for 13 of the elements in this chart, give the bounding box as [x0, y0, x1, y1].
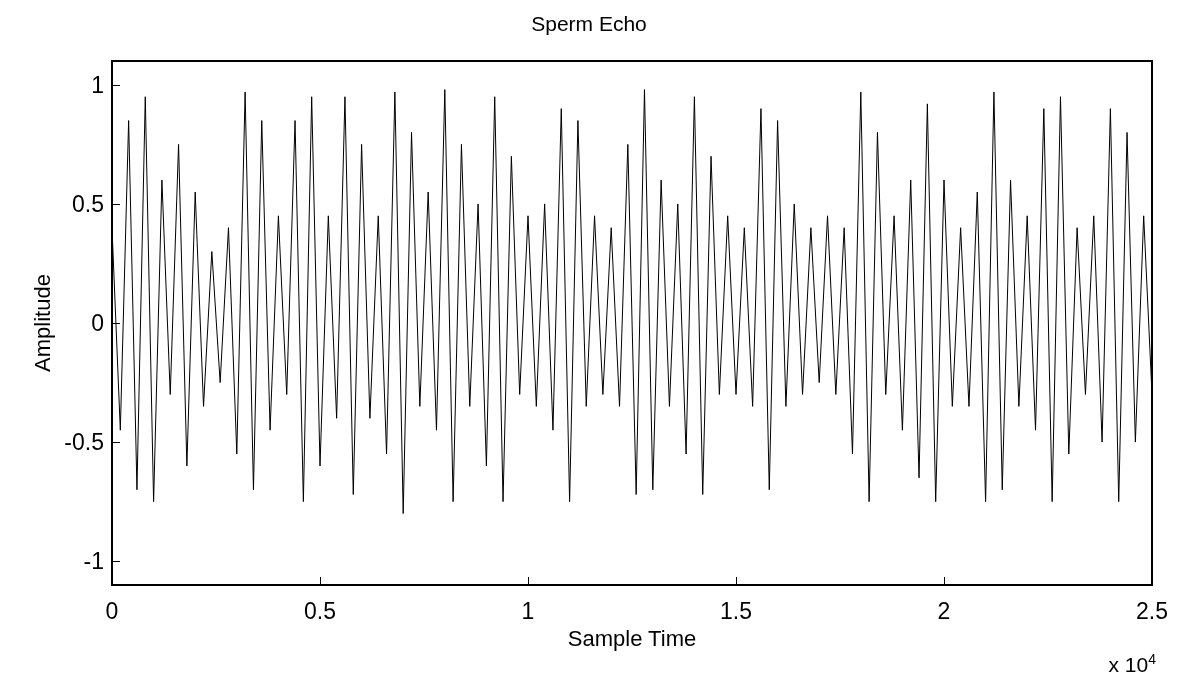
- y-axis-title: Amplitude: [29, 274, 55, 372]
- y-tick-label: -1: [83, 548, 104, 575]
- x-tick-label: 1.5: [720, 597, 752, 624]
- chart-title: Sperm Echo: [531, 12, 647, 35]
- x-axis-title: Sample Time: [567, 625, 697, 651]
- x-tick-label: 2: [937, 597, 951, 624]
- y-tick-label: 0.5: [72, 190, 104, 217]
- x-tick-label: 0.5: [304, 597, 336, 624]
- y-tick-label: 0: [91, 310, 104, 336]
- x-tick-label: 2.5: [1136, 597, 1168, 624]
- y-tick-label: 1: [91, 71, 104, 98]
- y-tick-label: -0.5: [64, 429, 104, 456]
- x-tick-label: 1: [521, 597, 535, 624]
